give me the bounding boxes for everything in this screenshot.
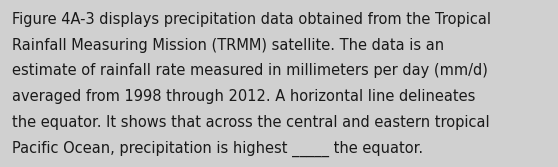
Text: Rainfall Measuring Mission (TRMM) satellite. The data is an: Rainfall Measuring Mission (TRMM) satell… (12, 38, 444, 53)
Text: Pacific Ocean, precipitation is highest _____ the equator.: Pacific Ocean, precipitation is highest … (12, 141, 424, 157)
Text: estimate of rainfall rate measured in millimeters per day (mm/d): estimate of rainfall rate measured in mi… (12, 63, 488, 78)
Text: the equator. It shows that across the central and eastern tropical: the equator. It shows that across the ce… (12, 115, 490, 130)
Text: averaged from 1998 through 2012. A horizontal line delineates: averaged from 1998 through 2012. A horiz… (12, 89, 475, 104)
Text: Figure 4A-3 displays precipitation data obtained from the Tropical: Figure 4A-3 displays precipitation data … (12, 12, 491, 27)
